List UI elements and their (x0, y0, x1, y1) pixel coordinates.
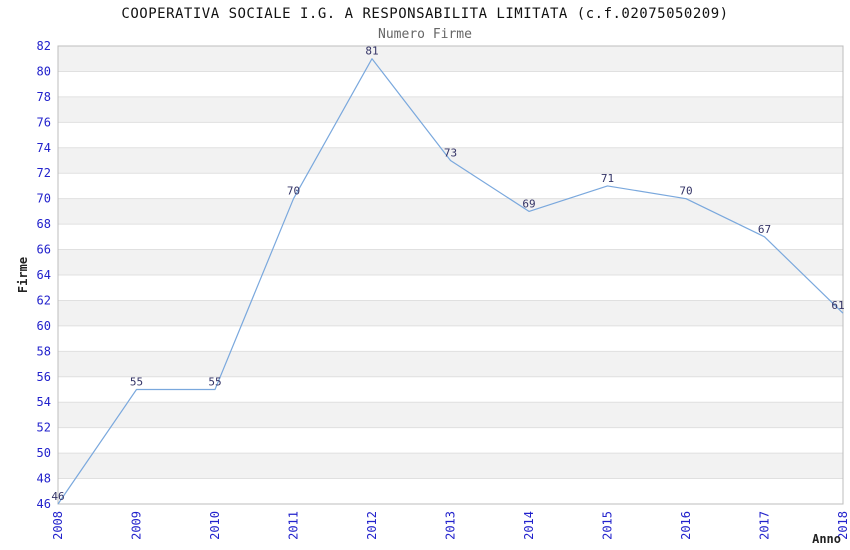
x-tick-label: 2014 (522, 511, 536, 540)
x-tick-label: 2011 (287, 511, 301, 540)
chart-subtitle: Numero Firme (378, 27, 472, 42)
grid-band (58, 96, 843, 123)
data-point-label: 46 (51, 490, 64, 503)
data-point-label: 69 (522, 197, 535, 210)
y-tick-label: 68 (37, 217, 51, 231)
data-point-label: 81 (365, 45, 378, 58)
grid-band (58, 224, 843, 250)
grid-band (58, 71, 843, 97)
y-tick-label: 60 (37, 319, 51, 333)
y-axis-title: Firme (16, 257, 30, 293)
grid-band (58, 46, 843, 72)
x-tick-label: 2015 (601, 511, 615, 540)
y-tick-label: 52 (37, 421, 51, 435)
grid-band (58, 453, 843, 479)
x-axis-title: Anno (812, 532, 841, 546)
y-tick-label: 82 (37, 39, 51, 53)
y-tick-label: 46 (37, 497, 51, 511)
y-tick-label: 62 (37, 293, 51, 307)
y-tick-label: 54 (37, 395, 51, 409)
grid-band (58, 249, 843, 275)
y-tick-label: 56 (37, 370, 51, 384)
y-tick-label: 72 (37, 166, 51, 180)
grid-band (58, 122, 843, 148)
series-line (57, 58, 844, 505)
x-tick-label: 2009 (130, 511, 144, 540)
grid-band (58, 325, 843, 352)
x-tick-label: 2010 (208, 511, 222, 540)
data-point-label: 67 (758, 223, 771, 236)
data-point-label: 61 (831, 299, 844, 312)
x-tick-label: 2018 (836, 511, 850, 540)
y-tick-label: 78 (37, 90, 51, 104)
data-point-label: 70 (679, 185, 692, 198)
y-tick-label: 74 (37, 141, 51, 155)
x-tick-label: 2008 (51, 511, 65, 540)
y-tick-label: 70 (37, 192, 51, 206)
y-tick-label: 66 (37, 243, 51, 257)
x-tick-label: 2012 (365, 511, 379, 540)
chart-title: COOPERATIVA SOCIALE I.G. A RESPONSABILIT… (121, 6, 729, 22)
y-tick-label: 50 (37, 446, 51, 460)
grid-band (58, 427, 843, 454)
x-tick-label: 2016 (679, 511, 693, 540)
data-point-label: 55 (208, 376, 221, 389)
grid-band (58, 402, 843, 428)
grid-band (58, 300, 843, 326)
y-tick-label: 48 (37, 472, 51, 486)
y-tick-label: 58 (37, 344, 51, 358)
grid-band (58, 198, 843, 225)
data-point-label: 73 (444, 147, 457, 160)
y-tick-label: 76 (37, 115, 51, 129)
data-point-label: 55 (130, 376, 143, 389)
x-tick-label: 2013 (444, 511, 458, 540)
data-point-label: 71 (601, 172, 614, 185)
grid-band (58, 275, 843, 301)
y-tick-label: 64 (37, 268, 51, 282)
plot-border (57, 45, 844, 505)
grid-band (58, 351, 843, 377)
x-tick-label: 2017 (758, 511, 772, 540)
grid-band (58, 173, 843, 199)
grid-band (58, 478, 843, 504)
data-point-label: 70 (287, 185, 300, 198)
y-tick-label: 80 (37, 64, 51, 78)
